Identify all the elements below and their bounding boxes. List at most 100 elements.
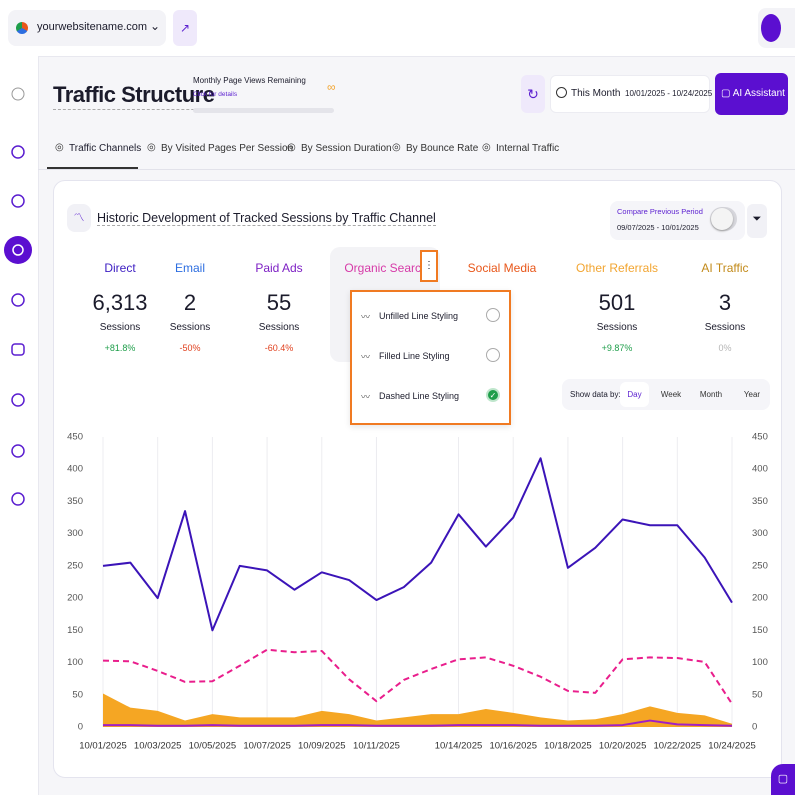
style-menu	[350, 290, 511, 425]
x-tick-label: 10/09/2025	[298, 741, 346, 752]
page-title: Traffic Structure	[53, 82, 215, 110]
channel-menu-button[interactable]: ⋮	[420, 250, 438, 282]
menu-item[interactable]: Dashed Line Styling	[379, 391, 460, 401]
channel-unit: Sessions	[596, 322, 638, 333]
nav-icon-glyph	[12, 244, 24, 256]
menu-radio[interactable]	[486, 348, 500, 362]
granularity-option[interactable]: Week	[660, 390, 682, 399]
channel-change: +81.8%	[104, 343, 136, 353]
menu-radio[interactable]	[486, 308, 500, 322]
menu-icon: 〰	[361, 392, 371, 402]
site-name: yourwebsitename.com	[37, 21, 148, 33]
chevron: ⌄	[150, 19, 161, 33]
tab-icon: ◎	[482, 142, 491, 153]
date-picker[interactable]	[550, 75, 710, 113]
y-tick-label: 0	[78, 722, 83, 733]
y2-tick-label: 50	[752, 689, 763, 700]
compare-label: Compare Previous Period	[617, 207, 703, 216]
clock-icon	[556, 87, 567, 98]
menu-icon: 〰	[361, 352, 371, 362]
channel-value: 55	[266, 290, 292, 315]
series-line	[102, 457, 733, 632]
filter-button[interactable]: ⏷	[747, 204, 767, 238]
chat-button[interactable]: ▢	[771, 764, 795, 795]
quota-label: Monthly Page Views Remaining	[193, 76, 306, 85]
tab[interactable]: By Visited Pages Per Session	[161, 143, 294, 154]
channel-value: 3	[718, 290, 732, 315]
y2-tick-label: 300	[752, 528, 768, 539]
channel-name[interactable]: Paid Ads	[255, 261, 303, 275]
y-tick-label: 300	[67, 528, 83, 539]
channel-change: -60.4%	[264, 343, 294, 353]
nav-icon[interactable]	[11, 492, 25, 506]
card-icon: 〽	[67, 204, 91, 232]
granularity-option[interactable]: Year	[743, 390, 761, 399]
nav-icon[interactable]	[11, 194, 25, 208]
channel-name[interactable]: Social Media	[467, 261, 537, 275]
channel-change: 0%	[718, 343, 732, 353]
avatar	[761, 14, 781, 42]
y-tick-label: 400	[67, 464, 83, 475]
menu-radio[interactable]: ✓	[486, 388, 500, 402]
ai-assistant-label: ▢ AI Assistant	[721, 88, 785, 99]
nav-icon[interactable]	[11, 145, 25, 159]
channel-name[interactable]: Email	[174, 261, 205, 275]
granularity-option[interactable]: Day	[620, 382, 649, 407]
tab[interactable]: Internal Traffic	[496, 143, 560, 154]
x-tick-label: 10/20/2025	[599, 741, 647, 752]
y2-tick-label: 400	[752, 464, 768, 475]
tab[interactable]: By Session Duration	[301, 143, 392, 154]
channel-unit: Sessions	[704, 322, 746, 333]
channel-name[interactable]: AI Traffic	[701, 261, 749, 275]
nav-icon[interactable]	[11, 87, 25, 101]
tab-icon: ◎	[55, 142, 64, 153]
tab-underline	[47, 167, 138, 169]
y2-tick-label: 200	[752, 593, 768, 604]
channel-unit: Sessions	[169, 322, 211, 333]
x-tick-label: 10/16/2025	[489, 741, 537, 752]
refresh-button[interactable]: ↻	[521, 75, 545, 113]
y-tick-label: 150	[67, 625, 83, 636]
y-tick-label: 50	[72, 689, 83, 700]
x-tick-label: 10/05/2025	[189, 741, 237, 752]
x-tick-label: 10/01/2025	[79, 741, 127, 752]
tab-icon: ◎	[287, 142, 296, 153]
nav-icon-active[interactable]	[4, 236, 32, 264]
toggle-knob	[711, 208, 733, 230]
series-line	[102, 648, 733, 705]
tab[interactable]: Traffic Channels	[69, 143, 142, 154]
quota-value: ∞	[327, 80, 336, 94]
y-tick-label: 250	[67, 560, 83, 571]
site-logo	[16, 22, 28, 34]
channel-unit: Sessions	[258, 322, 300, 333]
ai-assistant-text: AI Assistant	[732, 88, 785, 99]
tab[interactable]: By Bounce Rate	[406, 143, 479, 154]
granularity-option[interactable]: Month	[699, 390, 723, 399]
channel-value: 2	[183, 290, 197, 315]
channel-value: 6,313	[92, 290, 148, 315]
menu-item[interactable]: Filled Line Styling	[379, 351, 450, 361]
ai-assistant-button[interactable]	[715, 73, 788, 115]
nav-icon[interactable]	[11, 293, 25, 307]
granularity-label: Show data by:	[570, 390, 621, 399]
nav-icon[interactable]	[11, 343, 25, 356]
quota-link[interactable]: Click for details	[193, 91, 238, 98]
sidebar	[0, 56, 39, 795]
y-tick-label: 200	[67, 593, 83, 604]
menu-item[interactable]: Unfilled Line Styling	[379, 311, 459, 321]
channel-change: +9.87%	[601, 343, 633, 353]
channel-name[interactable]: Direct	[104, 261, 136, 275]
channel-name[interactable]: Other Referrals	[575, 261, 659, 275]
x-tick-label: 10/11/2025	[353, 741, 400, 752]
nav-icon[interactable]	[11, 444, 25, 458]
site-selector[interactable]	[8, 10, 166, 46]
channel-unit: Sessions	[99, 322, 141, 333]
external-link[interactable]: ↗	[173, 10, 197, 46]
channel-name[interactable]: Organic Search	[344, 261, 428, 275]
card-title: Historic Development of Tracked Sessions…	[97, 211, 436, 226]
sidebar-icons	[4, 87, 32, 506]
nav-icon[interactable]	[11, 393, 25, 407]
y2-tick-label: 350	[752, 496, 768, 507]
